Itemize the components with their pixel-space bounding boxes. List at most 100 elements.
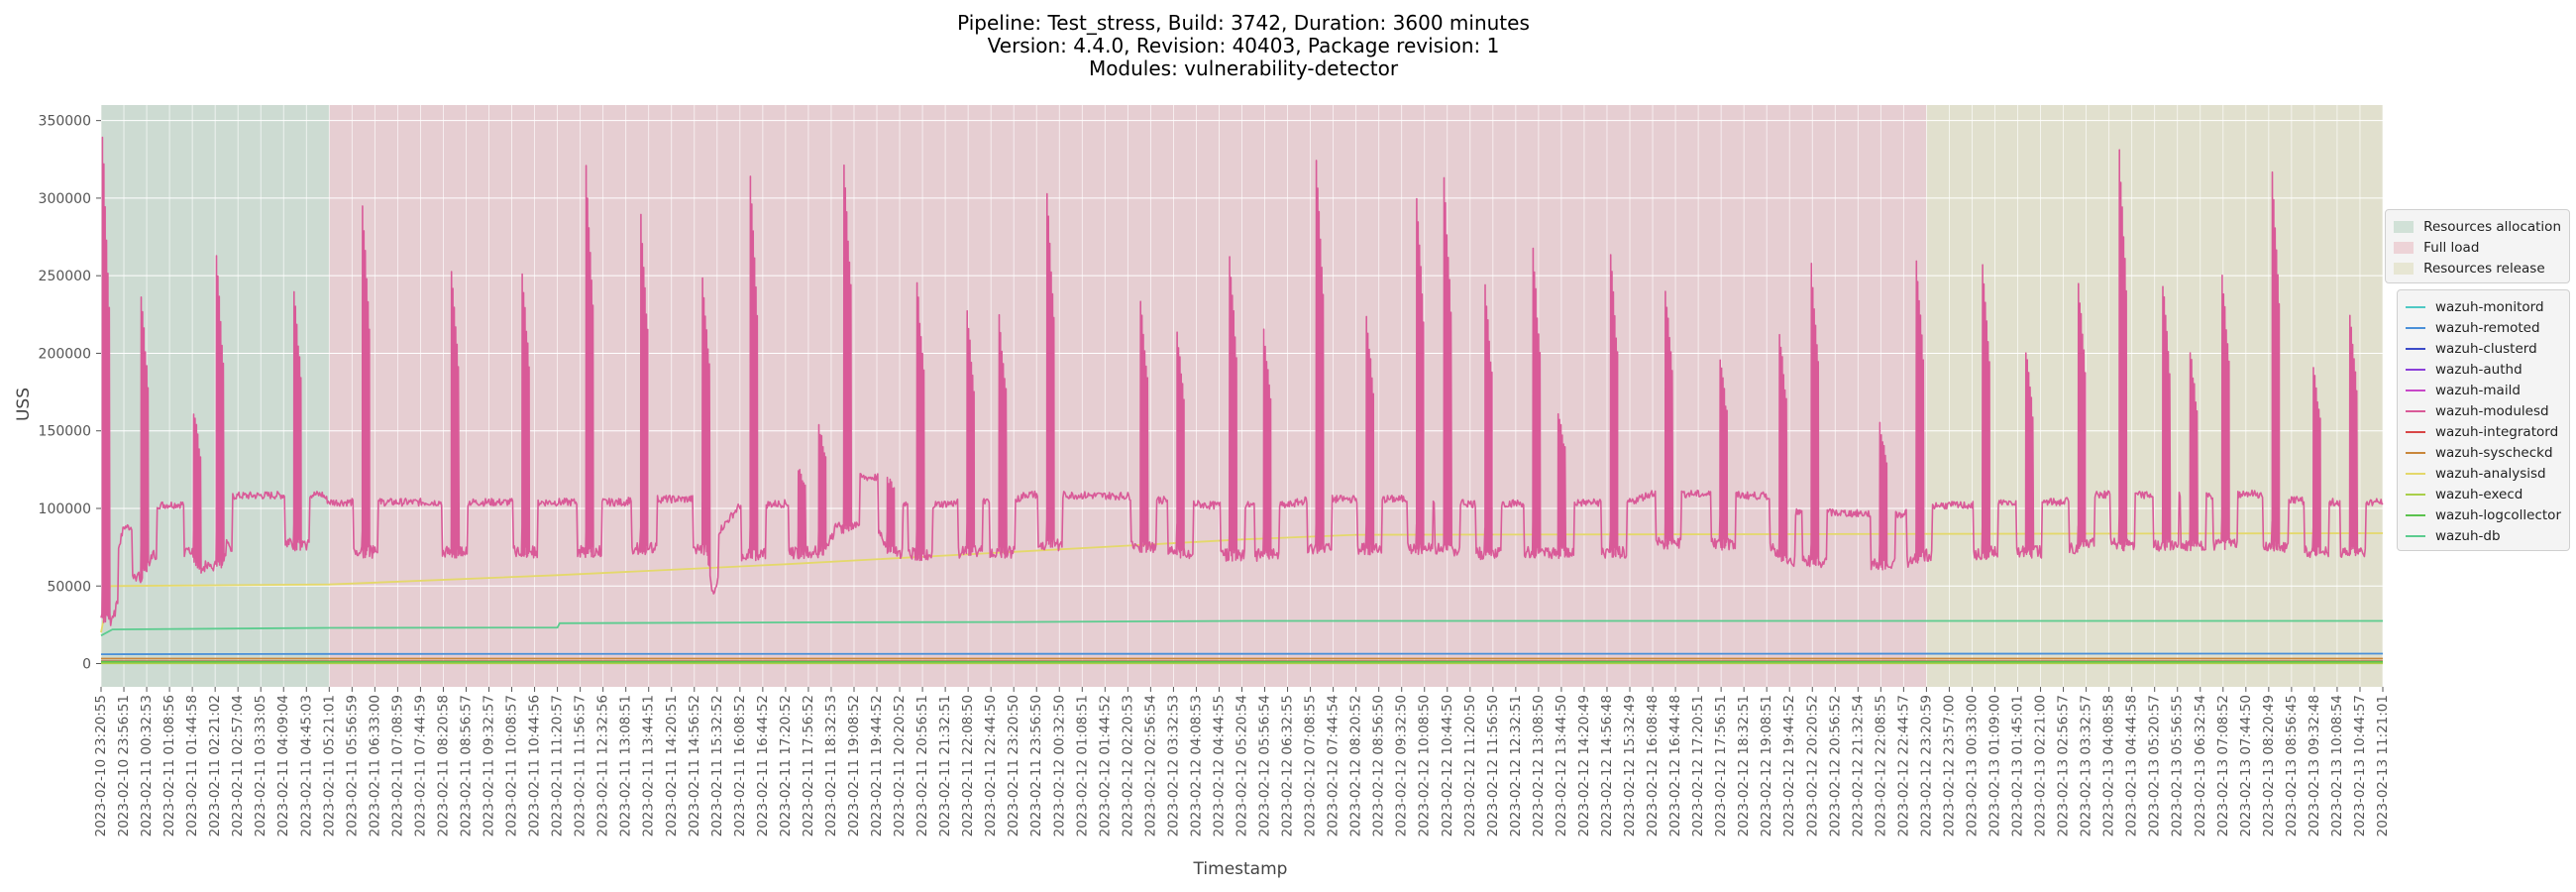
x-tick-label-26: 2023-02-11 14:56:52	[687, 695, 702, 836]
y-axis-label: USS	[14, 388, 34, 421]
series-swatch	[2406, 389, 2426, 391]
x-tick-label-80: 2023-02-12 23:20:59	[1918, 695, 1934, 836]
x-tick-label-33: 2023-02-11 19:08:52	[846, 695, 862, 836]
x-tick-label-21: 2023-02-11 11:56:57	[573, 695, 589, 836]
x-tick-label-12: 2023-02-11 06:33:00	[367, 695, 382, 836]
phase-legend-label: Resources release	[2423, 260, 2545, 277]
series-line-wazuh-remoted	[100, 652, 2384, 655]
x-tick-label-82: 2023-02-13 00:33:00	[1964, 695, 1980, 836]
x-tick-label-57: 2023-02-12 09:32:50	[1394, 695, 1410, 836]
x-tick-label-56: 2023-02-12 08:56:50	[1371, 695, 1387, 836]
x-tick-label-47: 2023-02-12 03:32:53	[1165, 695, 1181, 836]
x-tick-label-3: 2023-02-11 01:08:56	[161, 695, 177, 836]
x-tick-label-72: 2023-02-12 18:32:51	[1736, 695, 1752, 836]
x-tick-label-75: 2023-02-12 20:20:52	[1804, 695, 1820, 836]
series-legend-item: wazuh-clusterd	[2406, 338, 2561, 359]
y-tick-label-3: 150000	[39, 424, 91, 440]
series-legend-item: wazuh-modulesd	[2406, 400, 2561, 421]
series-swatch	[2406, 326, 2426, 329]
x-tick-label-29: 2023-02-11 16:44:52	[755, 695, 771, 836]
x-tick-label-31: 2023-02-11 17:56:52	[801, 695, 816, 836]
series-legend-label: wazuh-analysisd	[2435, 465, 2546, 482]
x-tick-label-86: 2023-02-13 02:56:57	[2056, 695, 2072, 836]
series-swatch	[2406, 409, 2426, 412]
x-tick-label-41: 2023-02-11 23:56:50	[1028, 695, 1044, 836]
series-legend-item: wazuh-monitord	[2406, 296, 2561, 317]
series-legend-item: wazuh-maild	[2406, 380, 2561, 400]
series-swatch	[2406, 305, 2426, 308]
x-tick-label-55: 2023-02-12 08:20:52	[1348, 695, 1364, 836]
x-tick-label-94: 2023-02-13 07:44:50	[2238, 695, 2254, 836]
x-tick-label-37: 2023-02-11 21:32:51	[937, 695, 953, 836]
x-tick-label-83: 2023-02-13 01:09:00	[1986, 695, 2002, 836]
x-tick-label-95: 2023-02-13 08:20:49	[2261, 695, 2277, 836]
x-tick-label-66: 2023-02-12 14:56:48	[1599, 695, 1615, 836]
y-tick-label-7: 350000	[39, 114, 91, 130]
y-tick-label-6: 300000	[39, 191, 91, 207]
x-tick-label-34: 2023-02-11 19:44:52	[869, 695, 885, 836]
x-tick-label-2: 2023-02-11 00:32:53	[139, 695, 155, 836]
x-tick-label-38: 2023-02-11 22:08:50	[960, 695, 976, 836]
x-tick-label-85: 2023-02-13 02:21:00	[2033, 695, 2049, 836]
series-legend-label: wazuh-execd	[2435, 486, 2523, 502]
y-tick-label-2: 100000	[39, 502, 91, 517]
y-axis: 0 50000 100000 150000 200000 250000 300000 3500…	[39, 114, 101, 673]
x-tick-label-48: 2023-02-12 04:08:53	[1188, 695, 1204, 836]
x-tick-label-25: 2023-02-11 14:20:51	[664, 695, 680, 836]
x-tick-label-49: 2023-02-12 04:44:55	[1211, 695, 1227, 836]
series-legend-item: wazuh-logcollector	[2406, 504, 2561, 525]
x-tick-label-46: 2023-02-12 02:56:54	[1142, 695, 1158, 836]
series-legend-label: wazuh-monitord	[2435, 298, 2544, 315]
x-tick-label-20: 2023-02-11 11:20:57	[550, 695, 566, 836]
x-tick-label-65: 2023-02-12 14:20:49	[1576, 695, 1592, 836]
x-tick-label-51: 2023-02-12 05:56:54	[1257, 695, 1273, 836]
series-legend: wazuh-monitord wazuh-remoted wazuh-cluster…	[2397, 289, 2570, 551]
y-tick-label-5: 250000	[39, 269, 91, 284]
series-swatch	[2406, 347, 2426, 350]
x-tick-label-19: 2023-02-11 10:44:56	[527, 695, 543, 836]
series-legend-label: wazuh-db	[2435, 527, 2501, 544]
x-tick-label-69: 2023-02-12 16:44:48	[1667, 695, 1683, 836]
phase-legend-item: Resources allocation	[2394, 216, 2561, 237]
x-tick-label-24: 2023-02-11 13:44:51	[641, 695, 657, 836]
x-tick-label-9: 2023-02-11 04:45:03	[298, 695, 314, 836]
x-tick-label-61: 2023-02-12 11:56:50	[1485, 695, 1501, 836]
x-tick-label-53: 2023-02-12 07:08:55	[1303, 695, 1319, 836]
x-tick-label-16: 2023-02-11 08:56:57	[458, 695, 474, 836]
x-tick-label-6: 2023-02-11 02:57:04	[230, 695, 246, 836]
series-swatch	[2406, 430, 2426, 433]
x-tick-label-54: 2023-02-12 07:44:54	[1326, 695, 1342, 836]
x-tick-label-79: 2023-02-12 22:44:57	[1895, 695, 1911, 836]
series-swatch	[2406, 513, 2426, 516]
phase-legend-item: Resources release	[2394, 258, 2561, 279]
x-tick-label-30: 2023-02-11 17:20:52	[778, 695, 794, 836]
x-tick-label-92: 2023-02-13 06:32:54	[2193, 695, 2208, 836]
x-tick-label-74: 2023-02-12 19:44:52	[1781, 695, 1797, 836]
x-tick-label-1: 2023-02-10 23:56:51	[116, 695, 132, 836]
x-tick-label-52: 2023-02-12 06:32:55	[1280, 695, 1296, 836]
title-line-2: Version: 4.4.0, Revision: 40403, Package…	[987, 34, 1500, 57]
x-tick-label-58: 2023-02-12 10:08:50	[1417, 695, 1433, 836]
series-swatch	[2406, 493, 2426, 496]
x-tick-label-97: 2023-02-13 09:32:48	[2307, 695, 2322, 836]
series-swatch	[2406, 472, 2426, 475]
x-tick-label-44: 2023-02-12 01:44:52	[1097, 695, 1113, 836]
series-legend-label: wazuh-authd	[2435, 361, 2522, 378]
x-tick-label-36: 2023-02-11 20:56:51	[914, 695, 930, 836]
series-line-wazuh-db	[100, 619, 2383, 637]
series-legend-label: wazuh-modulesd	[2435, 402, 2549, 419]
x-tick-label-28: 2023-02-11 16:08:52	[732, 695, 748, 836]
x-tick-label-17: 2023-02-11 09:32:57	[482, 695, 497, 836]
x-tick-label-89: 2023-02-13 04:44:58	[2124, 695, 2140, 836]
series-swatch	[2406, 368, 2426, 371]
x-tick-label-77: 2023-02-12 21:32:54	[1850, 695, 1866, 836]
x-tick-label-4: 2023-02-11 01:44:58	[184, 695, 200, 836]
x-tick-label-40: 2023-02-11 23:20:50	[1006, 695, 1021, 836]
x-tick-label-15: 2023-02-11 08:20:58	[435, 695, 451, 836]
x-tick-label-32: 2023-02-11 18:32:53	[823, 695, 839, 836]
series-legend-label: wazuh-remoted	[2435, 319, 2540, 336]
x-tick-label-68: 2023-02-12 16:08:48	[1645, 695, 1661, 836]
x-tick-label-78: 2023-02-12 22:08:55	[1873, 695, 1888, 836]
series-legend-item: wazuh-authd	[2406, 359, 2561, 380]
